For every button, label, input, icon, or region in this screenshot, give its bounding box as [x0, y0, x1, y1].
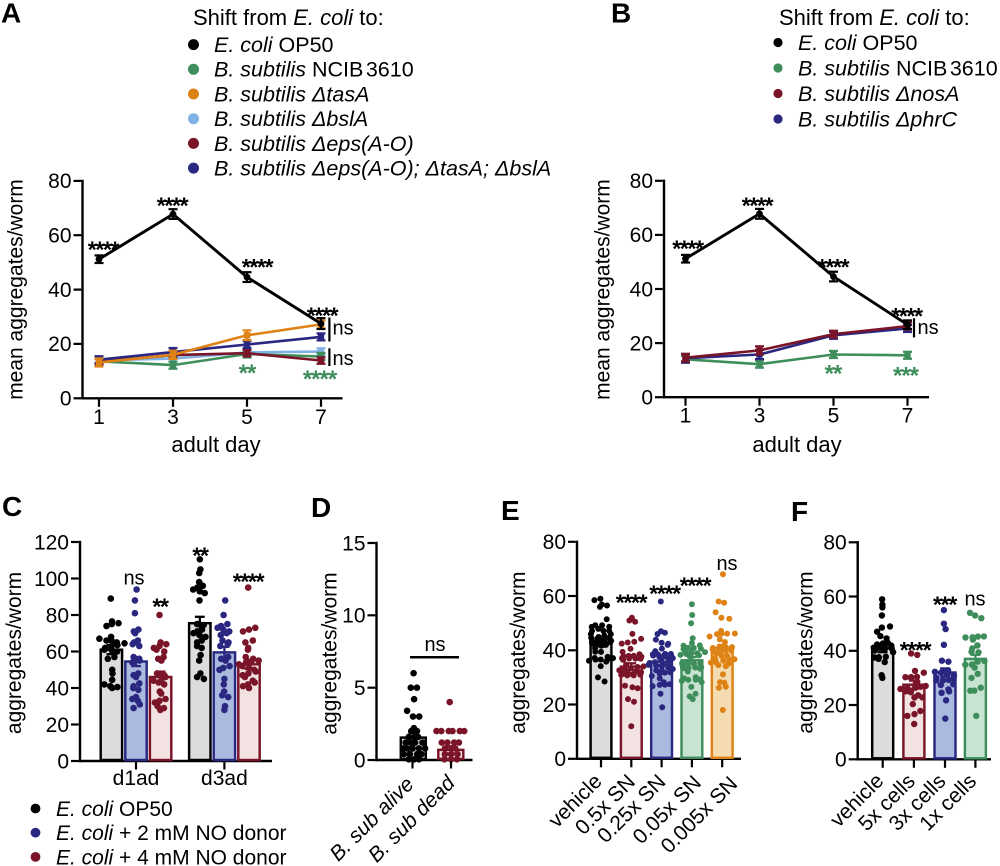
svg-text:B. subtilis ΔphrC: B. subtilis ΔphrC [798, 107, 957, 131]
svg-text:E. coli + 4 mM NO donor: E. coli + 4 mM NO donor [56, 846, 287, 866]
svg-text:B. subtilis Δeps(A-O); ΔtasA;: B. subtilis Δeps(A-O); ΔtasA; ΔbslA [214, 157, 551, 181]
svg-text:***: *** [893, 362, 920, 389]
svg-text:aggregates/worm: aggregates/worm [318, 572, 341, 734]
svg-text:15: 15 [342, 532, 365, 555]
svg-text:d1ad: d1ad [113, 767, 160, 790]
svg-text:E. coli OP50: E. coli OP50 [56, 798, 173, 821]
svg-text:0: 0 [57, 750, 69, 773]
svg-text:20: 20 [630, 332, 653, 355]
svg-text:adult day: adult day [752, 432, 841, 457]
svg-text:****: **** [242, 254, 274, 280]
svg-text:E. coli + 2 mM NO donor: E. coli + 2 mM NO donor [56, 822, 287, 845]
svg-text:60: 60 [630, 224, 653, 247]
svg-text:aggregates/worm: aggregates/worm [507, 571, 530, 733]
svg-text:****: **** [818, 254, 850, 280]
svg-text:aggregates/worm: aggregates/worm [794, 571, 817, 733]
svg-text:****: **** [616, 589, 648, 615]
svg-text:d3ad: d3ad [201, 767, 248, 790]
svg-text:B. subtilis NCIB 3610: B. subtilis NCIB 3610 [798, 56, 998, 80]
svg-text:B. subtilis ΔnosA: B. subtilis ΔnosA [798, 82, 959, 106]
svg-text:****: **** [649, 580, 681, 606]
svg-text:B. subtilis ΔtasA: B. subtilis ΔtasA [214, 82, 369, 106]
svg-text:****: **** [233, 568, 265, 594]
svg-text:***: *** [933, 591, 957, 617]
svg-text:3: 3 [167, 406, 179, 429]
svg-text:0: 0 [554, 748, 566, 771]
svg-text:aggregates/worm: aggregates/worm [3, 572, 26, 734]
svg-text:1: 1 [680, 405, 692, 428]
svg-text:7: 7 [315, 406, 327, 429]
svg-text:****: **** [88, 237, 120, 263]
svg-text:mean aggregates/worm: mean aggregates/worm [5, 179, 28, 400]
svg-text:20: 20 [48, 333, 71, 356]
svg-text:40: 40 [48, 279, 71, 302]
svg-text:7: 7 [902, 405, 914, 428]
svg-text:60: 60 [543, 585, 566, 608]
svg-text:100: 100 [34, 568, 69, 591]
svg-text:Shift from E. coli to:: Shift from E. coli to: [779, 5, 970, 30]
svg-text:****: **** [307, 303, 339, 329]
svg-text:ns: ns [964, 589, 985, 611]
svg-text:80: 80 [823, 532, 846, 555]
svg-text:B. subtilis ΔbslA: B. subtilis ΔbslA [214, 107, 368, 131]
svg-text:5: 5 [828, 405, 840, 428]
svg-text:ns: ns [716, 553, 737, 575]
svg-text:adult day: adult day [171, 432, 260, 457]
svg-text:**: ** [152, 593, 169, 619]
svg-text:20: 20 [543, 694, 566, 717]
svg-text:****: **** [157, 192, 189, 218]
svg-text:20: 20 [823, 694, 846, 717]
svg-text:80: 80 [630, 170, 653, 193]
svg-text:5: 5 [241, 406, 253, 429]
svg-text:60: 60 [823, 586, 846, 609]
svg-text:ns: ns [918, 317, 939, 339]
svg-text:**: ** [192, 542, 209, 568]
svg-text:0: 0 [835, 749, 847, 772]
svg-text:A: A [1, 0, 21, 29]
svg-text:F: F [791, 496, 808, 527]
svg-text:B. subtilis NCIB 3610: B. subtilis NCIB 3610 [214, 58, 414, 82]
svg-text:1: 1 [93, 406, 105, 429]
svg-text:E. coli OP50: E. coli OP50 [214, 33, 334, 57]
svg-text:B: B [611, 0, 631, 29]
svg-text:****: **** [742, 192, 774, 218]
svg-text:Shift from E. coli to:: Shift from E. coli to: [193, 5, 384, 30]
svg-text:C: C [2, 491, 22, 522]
svg-text:3: 3 [754, 405, 766, 428]
svg-text:****: **** [680, 572, 712, 598]
svg-text:mean aggregates/worm: mean aggregates/worm [591, 179, 614, 400]
svg-text:ns: ns [333, 317, 354, 339]
svg-text:40: 40 [630, 278, 653, 301]
svg-text:10: 10 [342, 605, 365, 628]
svg-text:****: **** [900, 637, 932, 663]
svg-text:5: 5 [354, 677, 366, 700]
svg-text:40: 40 [543, 640, 566, 663]
svg-text:****: **** [672, 236, 704, 262]
svg-text:B. subtilis Δeps(A-O): B. subtilis Δeps(A-O) [214, 132, 414, 156]
svg-text:ns: ns [123, 568, 144, 590]
svg-text:ns: ns [424, 634, 445, 656]
svg-text:****: **** [303, 366, 338, 393]
svg-text:20: 20 [46, 714, 69, 737]
svg-text:80: 80 [48, 170, 71, 193]
svg-text:80: 80 [543, 531, 566, 554]
svg-text:**: ** [825, 361, 843, 388]
svg-text:0: 0 [60, 388, 72, 411]
svg-text:D: D [311, 492, 331, 523]
svg-text:60: 60 [46, 641, 69, 664]
svg-text:120: 120 [34, 531, 69, 554]
svg-text:60: 60 [48, 225, 71, 248]
svg-text:40: 40 [46, 677, 69, 700]
svg-text:**: ** [239, 360, 257, 387]
svg-text:E: E [501, 495, 520, 526]
svg-text:E. coli OP50: E. coli OP50 [798, 31, 918, 55]
svg-text:80: 80 [46, 604, 69, 627]
svg-text:0: 0 [354, 749, 366, 772]
svg-text:ns: ns [333, 348, 354, 370]
svg-text:0: 0 [641, 387, 653, 410]
svg-text:****: **** [891, 303, 923, 329]
svg-text:40: 40 [823, 640, 846, 663]
